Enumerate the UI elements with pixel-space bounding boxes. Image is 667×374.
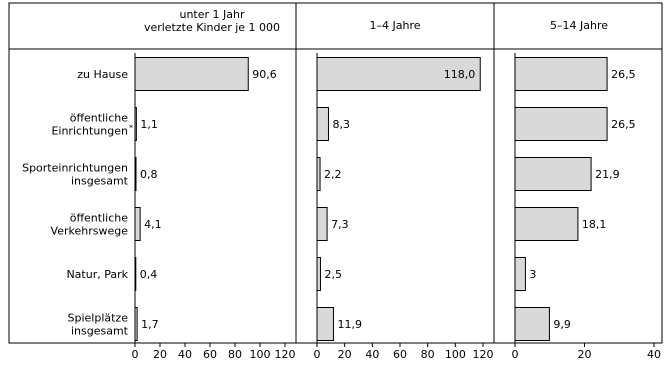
panel-title: 1–4 Jahre xyxy=(370,19,421,32)
x-tick-label: 0 xyxy=(314,348,321,361)
data-label: 3 xyxy=(529,268,536,281)
x-tick-label: 0 xyxy=(132,348,139,361)
bar xyxy=(514,157,592,191)
data-label: 2,2 xyxy=(324,168,342,181)
data-label: 26,5 xyxy=(611,118,636,131)
footnote-mark: * xyxy=(129,124,133,133)
x-tick-label: 120 xyxy=(473,348,494,361)
data-label: 2,5 xyxy=(324,268,342,281)
x-tick-label: 20 xyxy=(153,348,167,361)
x-tick-label: 80 xyxy=(228,348,242,361)
bar xyxy=(316,207,328,241)
data-label: 7,3 xyxy=(331,218,349,231)
data-label: 11,9 xyxy=(337,318,362,331)
category-label: Spielplätze xyxy=(68,312,129,325)
x-tick-label: 100 xyxy=(250,348,271,361)
panel-title: 5–14 Jahre xyxy=(550,19,608,32)
x-tick-label: 120 xyxy=(275,348,296,361)
x-tick-label: 40 xyxy=(647,348,661,361)
bar xyxy=(514,57,608,91)
bar xyxy=(514,307,550,341)
data-label: 1,1 xyxy=(140,118,158,131)
category-label: öffentliche xyxy=(70,112,128,125)
category-label: Verkehrswege xyxy=(51,225,129,238)
bar xyxy=(316,107,329,141)
data-label: 4,1 xyxy=(144,218,162,231)
x-tick-label: 100 xyxy=(445,348,466,361)
x-tick-label: 20 xyxy=(338,348,352,361)
bar xyxy=(514,207,579,241)
bar xyxy=(134,157,137,191)
category-label: Natur, Park xyxy=(66,268,128,281)
data-label: 1,7 xyxy=(141,318,159,331)
category-label: insgesamt xyxy=(71,325,129,338)
panel-title: unter 1 Jahr xyxy=(179,8,244,21)
bar xyxy=(134,307,138,341)
x-tick-label: 0 xyxy=(512,348,519,361)
chart-frame xyxy=(8,2,663,344)
data-label: 90,6 xyxy=(252,68,277,81)
category-label: zu Hause xyxy=(77,68,128,81)
bar xyxy=(514,257,526,291)
x-tick-label: 40 xyxy=(178,348,192,361)
category-label: insgesamt xyxy=(71,175,129,188)
x-tick-label: 60 xyxy=(393,348,407,361)
x-tick-label: 40 xyxy=(365,348,379,361)
category-label: Einrichtungen xyxy=(51,125,128,138)
bar xyxy=(134,207,141,241)
data-label: 0,8 xyxy=(140,168,158,181)
bar xyxy=(134,107,137,141)
data-label: 8,3 xyxy=(332,118,350,131)
bar xyxy=(316,307,334,341)
data-label: 0,4 xyxy=(140,268,158,281)
category-label: öffentliche xyxy=(70,212,128,225)
data-label: 118,0 xyxy=(444,68,476,81)
bar xyxy=(316,257,321,291)
bar xyxy=(134,57,249,91)
x-tick-label: 80 xyxy=(421,348,435,361)
x-tick-label: 60 xyxy=(203,348,217,361)
x-tick-label: 20 xyxy=(578,348,592,361)
bar xyxy=(316,157,321,191)
bar xyxy=(134,257,137,291)
data-label: 18,1 xyxy=(582,218,607,231)
bar xyxy=(514,107,608,141)
data-label: 26,5 xyxy=(611,68,636,81)
data-label: 9,9 xyxy=(553,318,571,331)
panel-title: verletzte Kinder je 1 000 xyxy=(144,21,280,34)
data-label: 21,9 xyxy=(595,168,620,181)
category-label: Sporteinrichtungen xyxy=(22,162,128,175)
bar xyxy=(316,57,481,91)
